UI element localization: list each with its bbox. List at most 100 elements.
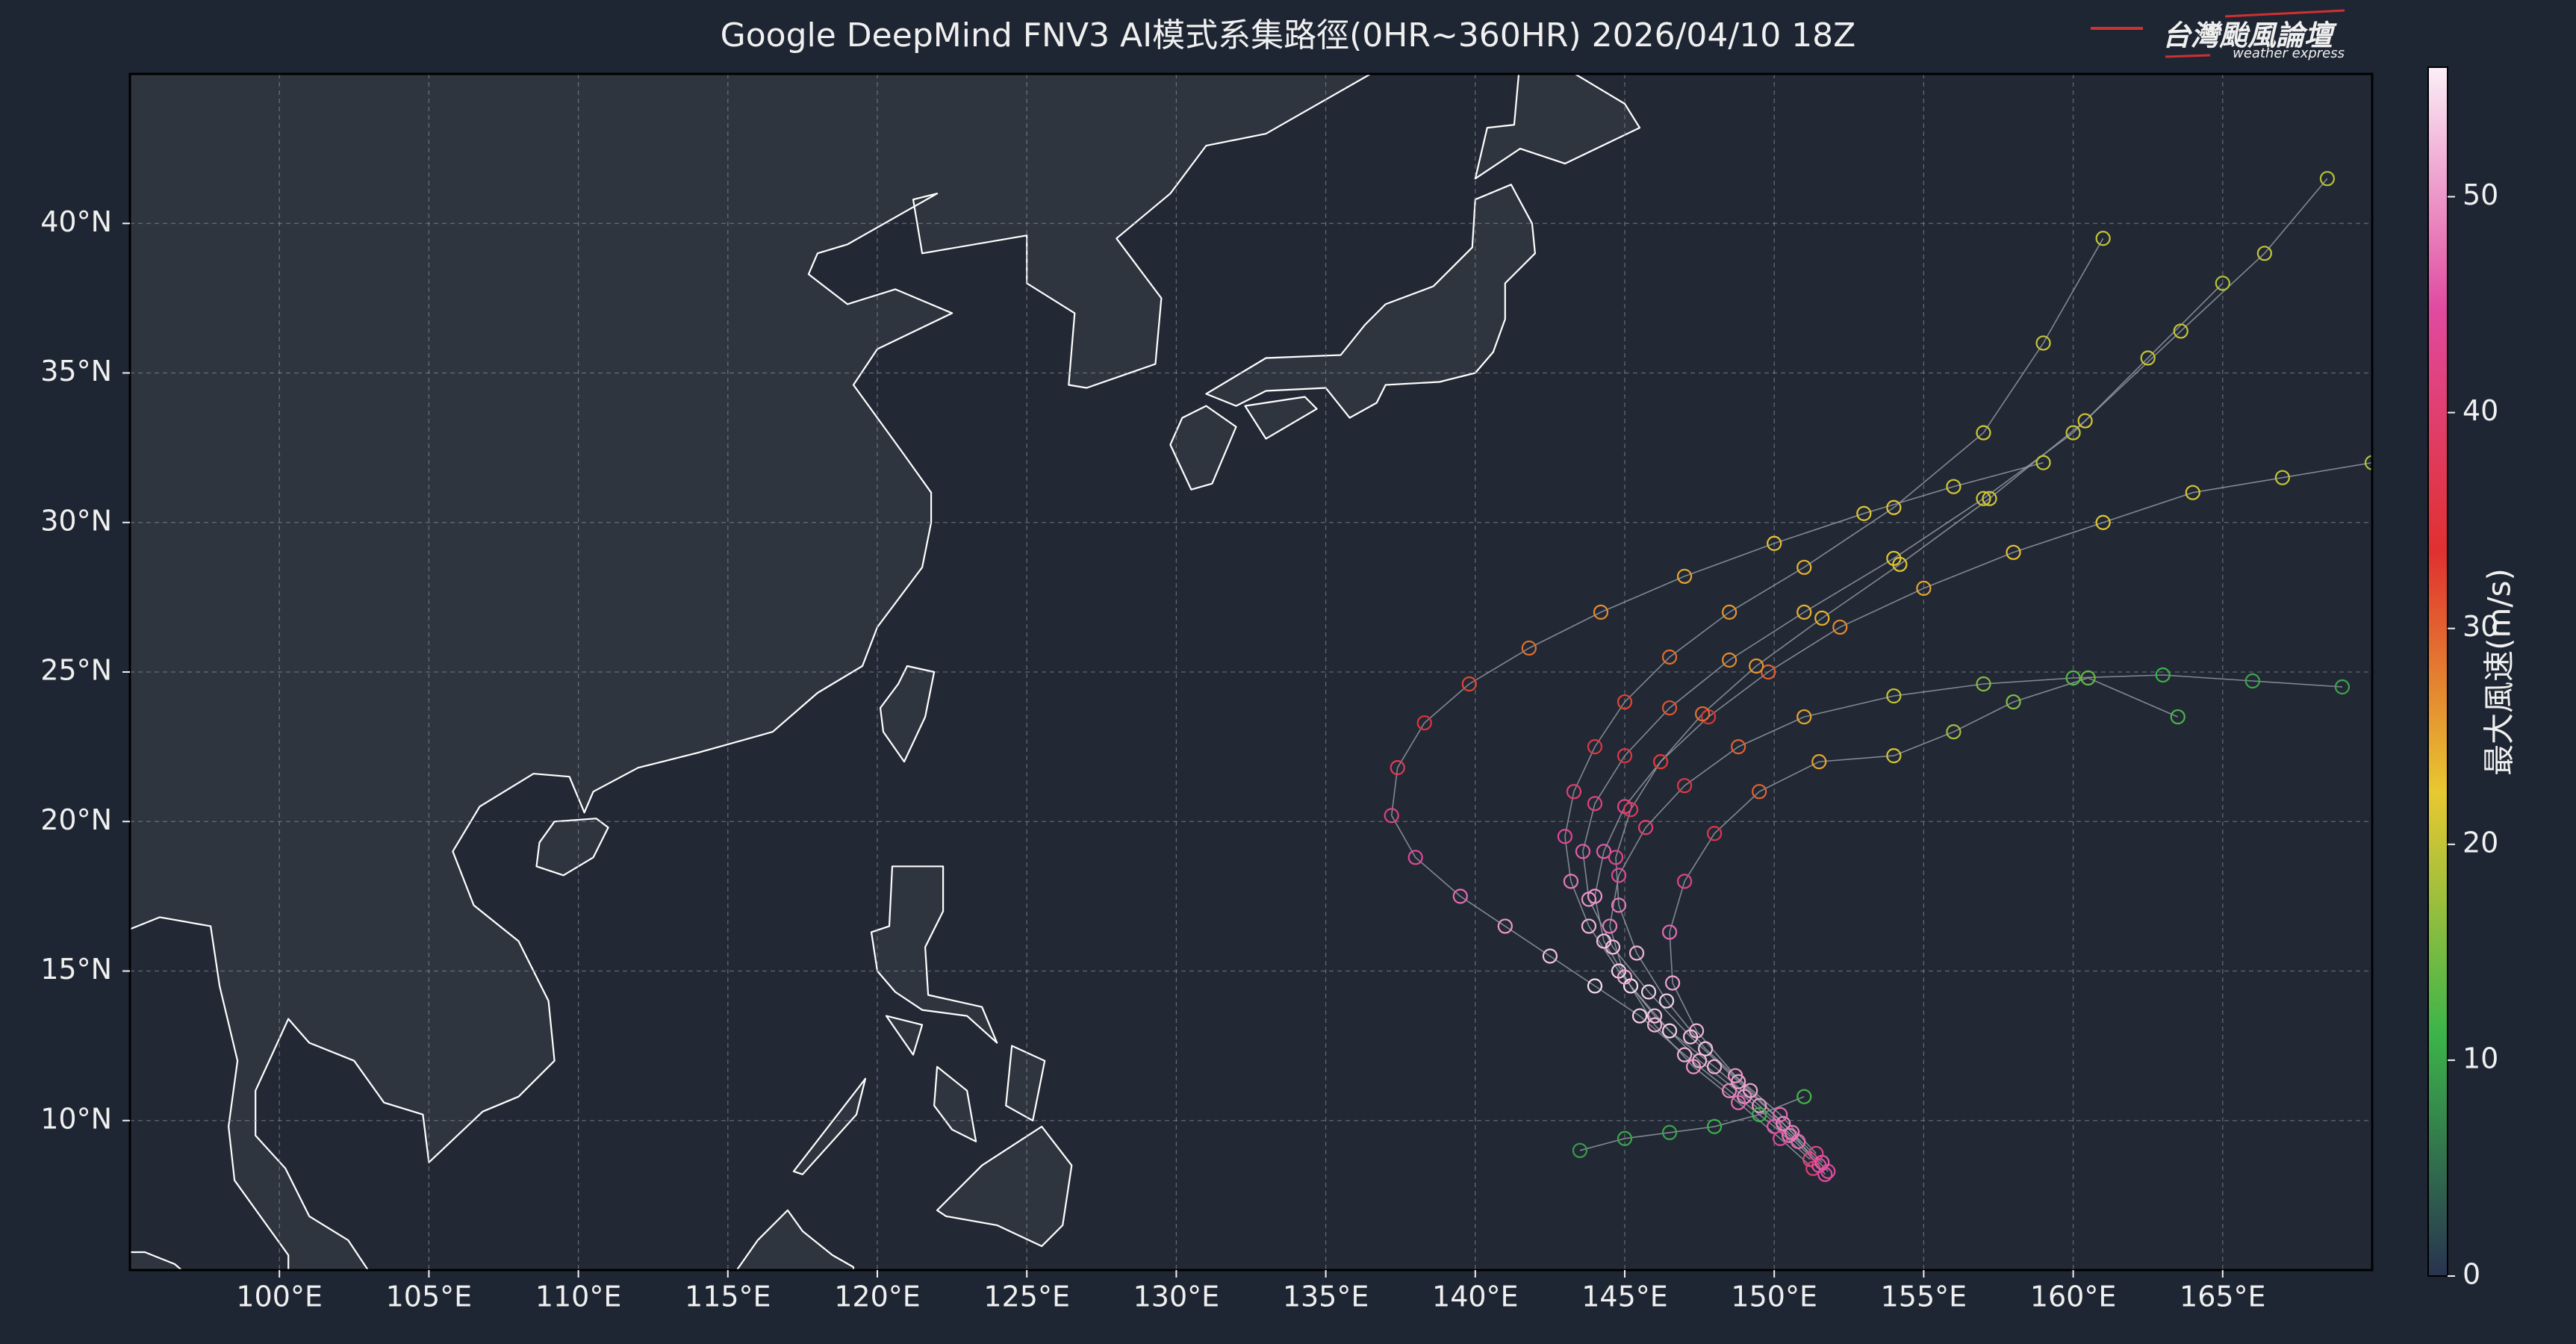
track-point: [1976, 491, 1991, 506]
track-point: [1631, 1008, 1648, 1024]
track-point: [1752, 1107, 1767, 1122]
track-point: [1796, 1089, 1812, 1104]
track-line: [1579, 1095, 1805, 1151]
track-line: [1582, 282, 2224, 1163]
track-point: [1743, 1083, 1758, 1098]
track-point: [1752, 1098, 1767, 1113]
colorbar: 0 10 20 30 40 50: [2427, 66, 2498, 1291]
track-point: [1640, 984, 1657, 1000]
track-point: [1608, 850, 1624, 865]
track-point: [1676, 778, 1693, 794]
track-point: [1661, 649, 1678, 665]
track-point: [1695, 706, 1711, 722]
track-point: [1796, 559, 1812, 575]
track-point: [1776, 1116, 1791, 1131]
x-tick-label: 140°E: [1432, 1281, 1519, 1313]
track-point: [1628, 945, 1645, 961]
track-point: [2256, 246, 2272, 261]
colorbar-tick-label: 0: [2463, 1258, 2480, 1291]
track-point: [1617, 694, 1633, 710]
track-point: [1707, 826, 1723, 841]
logo-name: 台灣颱風論壇: [2162, 19, 2337, 52]
track-point: [1886, 688, 1902, 704]
x-tick-label: 130°E: [1133, 1281, 1220, 1313]
track-point: [2077, 413, 2093, 429]
y-tick-label: 10°N: [40, 1102, 112, 1135]
track-point: [1707, 1059, 1723, 1074]
colorbar-label: 最大風速(m/s): [2481, 568, 2518, 776]
y-tick-label: 30°N: [40, 504, 112, 537]
coastline: [879, 665, 936, 763]
track-point: [1688, 1023, 1705, 1039]
track-point: [2334, 679, 2351, 695]
track-point: [1796, 604, 1812, 620]
track-point: [1946, 724, 1961, 740]
track-point: [1542, 948, 1558, 964]
track-point: [1976, 676, 1991, 692]
x-tick-label: 100°E: [236, 1281, 323, 1313]
coastline: [1205, 184, 1536, 419]
track-point: [1637, 820, 1654, 836]
track-point: [1611, 868, 1627, 883]
track-point: [1728, 1068, 1743, 1083]
track-point: [1892, 556, 1908, 572]
map-title: Google DeepMind FNV3 AI模式系集路徑(0HR~360HR)…: [721, 16, 1856, 55]
track-point: [2065, 670, 2081, 686]
colorbar-tick-label: 50: [2463, 178, 2498, 211]
track-point: [1749, 658, 1764, 674]
track-point: [1698, 1041, 1714, 1057]
colorbar-scale: [2427, 66, 2448, 1277]
track-point: [1652, 754, 1669, 770]
x-tick-label: 125°E: [983, 1281, 1070, 1313]
track-point: [1581, 892, 1597, 907]
track-point: [1596, 844, 1612, 859]
track-point: [2173, 323, 2188, 339]
track-point: [1832, 619, 1848, 635]
x-tick-label: 115°E: [685, 1281, 771, 1313]
track-point: [1773, 1107, 1788, 1122]
colorbar-tick-label: 40: [2463, 394, 2498, 427]
x-tick-label: 135°E: [1283, 1281, 1369, 1313]
track-point: [1587, 796, 1603, 812]
track-point: [2244, 673, 2260, 689]
coastline: [1244, 396, 1318, 440]
track-point: [1722, 1083, 1737, 1098]
track-point: [1452, 889, 1468, 904]
track-point: [1761, 664, 1776, 680]
track-point: [1605, 939, 1621, 955]
track-point: [1814, 610, 1830, 626]
track-point: [1407, 850, 1423, 865]
track-point: [1617, 969, 1633, 985]
track-point: [2155, 667, 2171, 683]
track-point: [1722, 652, 1737, 668]
x-tick-label: 160°E: [2030, 1281, 2117, 1313]
track-point: [1785, 1124, 1800, 1140]
track-point: [2035, 335, 2051, 351]
coastline: [735, 1209, 855, 1270]
track-point: [1767, 535, 1782, 551]
colorbar-tick-label: 30: [2463, 610, 2498, 643]
track-point: [1521, 640, 1537, 656]
coastline: [535, 818, 609, 877]
track-point: [1886, 500, 1902, 515]
track-point: [2215, 276, 2230, 291]
track-point: [1916, 580, 1932, 596]
track-point: [2065, 425, 2081, 441]
track-point: [2095, 231, 2111, 246]
coastline: [1005, 1045, 1046, 1121]
track-point: [1982, 491, 1997, 506]
x-tick-label: 155°E: [1881, 1281, 1967, 1313]
track-point: [1384, 808, 1399, 824]
track-point: [1856, 505, 1872, 521]
axes-layer: 100°E 105°E 110°E 115°E 120°E 125°E 130°E 135°E…: [40, 205, 2265, 1313]
logo-subtitle: weather express: [2233, 46, 2345, 61]
track-point: [1946, 479, 1961, 494]
x-tick-label: 145°E: [1581, 1281, 1668, 1313]
track-point: [2035, 455, 2051, 470]
y-tick-label: 15°N: [40, 953, 112, 986]
track-point: [1664, 975, 1681, 991]
x-tick-label: 150°E: [1731, 1281, 1817, 1313]
track-point: [2080, 670, 2096, 686]
y-tick-label: 40°N: [40, 205, 112, 238]
